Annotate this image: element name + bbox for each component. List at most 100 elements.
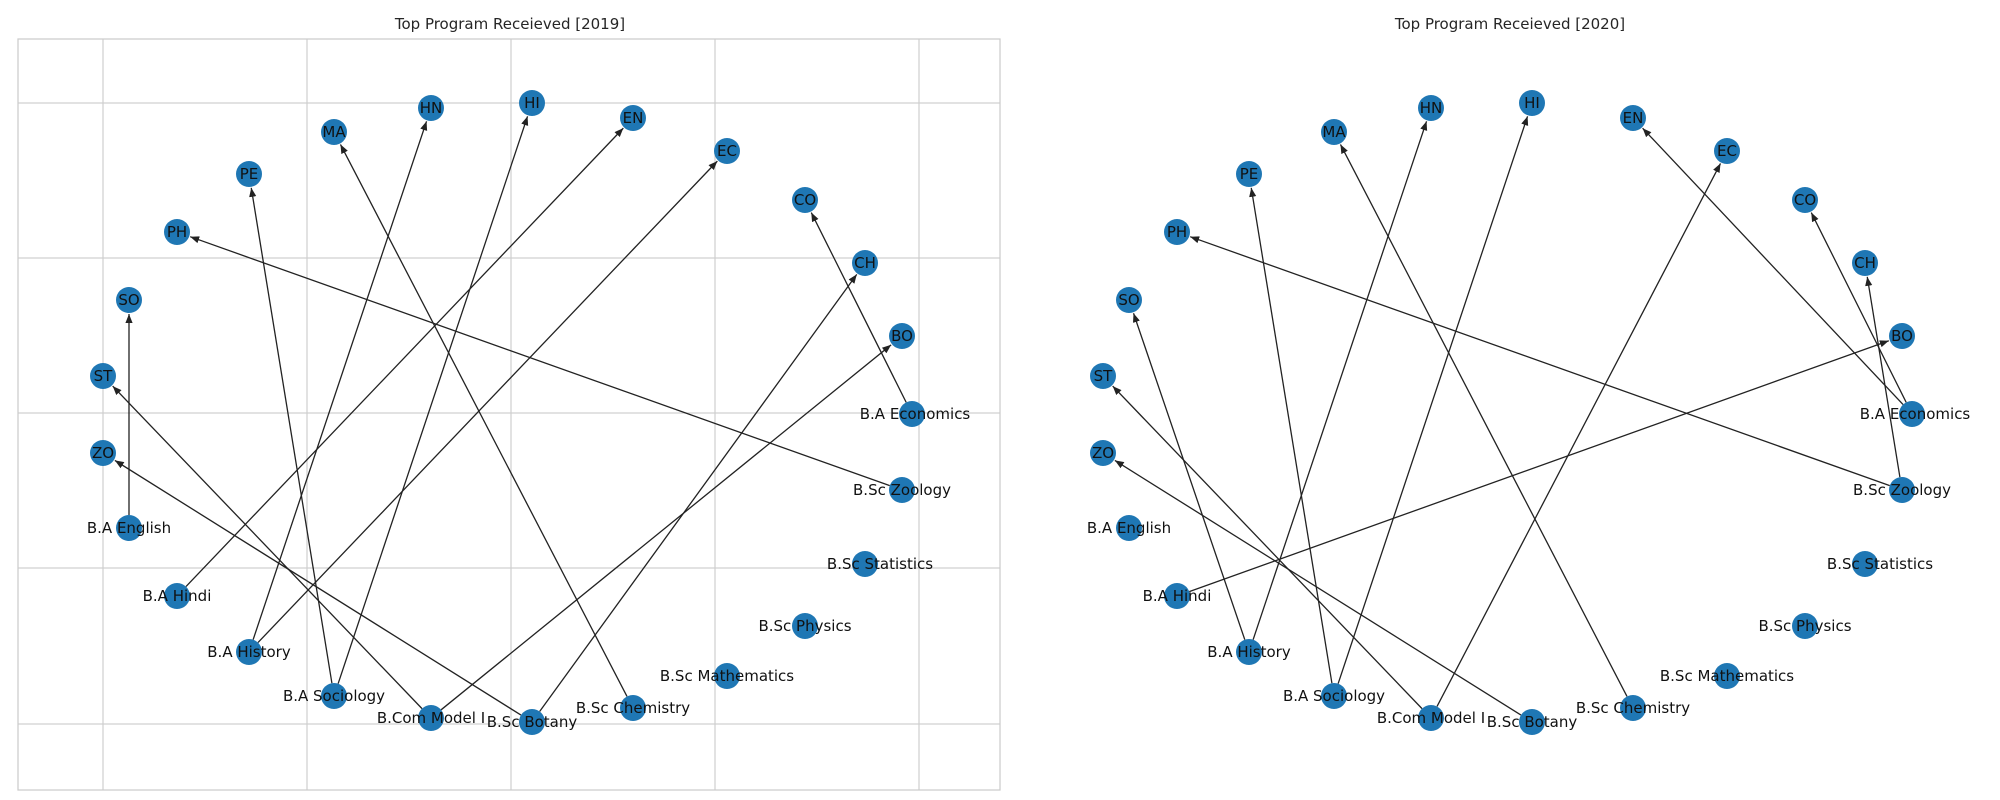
node-label: B.Sc Statistics [1827,555,1933,573]
node-circle [519,90,545,116]
node-b-sc-statistics: B.Sc Statistics [827,551,933,577]
node-circle [1116,515,1142,541]
edge-b-com-model-i-to-bo [440,344,892,711]
node-label: B.A English [1087,519,1171,537]
node-label: B.A English [87,519,171,537]
node-circle [792,613,818,639]
node-circle [418,705,444,731]
node-en: EN [620,105,646,131]
node-b-sc-zoology: B.Sc Zoology [1853,477,1951,503]
node-circle [519,709,545,735]
node-ch: CH [1852,250,1878,276]
node-circle [164,219,190,245]
node-circle [1889,323,1915,349]
node-label: HI [1524,94,1540,112]
node-label: B.A Economics [860,405,971,423]
edge-b-a-history-to-so [1132,313,1246,640]
node-label: B.Sc Mathematics [1660,667,1794,685]
node-pe: PE [1236,161,1262,187]
node-co: CO [1792,187,1818,213]
node-label: B.A Sociology [1283,687,1385,705]
edge-b-a-history-to-hn [252,121,428,640]
node-ph: PH [1164,219,1190,245]
edge-b-a-economics-to-co [810,212,907,403]
node-circle [1519,90,1545,116]
node-label: BO [1891,327,1913,345]
node-circle [1852,551,1878,577]
edge-b-a-economics-to-co [1810,212,1907,403]
edge-b-a-hindi-to-en [185,127,624,588]
node-label: EC [717,142,737,160]
node-label: ZO [92,444,114,462]
node-circle [90,363,116,389]
edge-b-sc-chemistry-to-ma [339,144,628,697]
node-label: EN [623,109,644,127]
node-label: B.A Hindi [1143,587,1212,605]
node-label: CH [1854,254,1876,272]
node-label: B.Sc Zoology [1853,481,1951,499]
node-label: HN [1420,99,1443,117]
node-circle [889,477,915,503]
node-label: PE [240,165,259,183]
node-circle [1321,119,1347,145]
node-pe: PE [236,161,262,187]
edge-b-a-history-to-hn [1252,121,1428,640]
node-bo: BO [889,323,915,349]
node-label: B.Sc Chemistry [1576,699,1690,717]
node-b-a-economics: B.A Economics [860,401,971,427]
node-circle [1164,583,1190,609]
node-label: HN [420,99,443,117]
edge-b-sc-zoology-to-ch [1865,276,1901,478]
edges-2020 [1112,116,1907,716]
node-b-com-model-i: B.Com Model I [377,705,485,731]
node-label: B.A Economics [1860,405,1971,423]
panel-2019: Top Program Receieved [2019] B.A Economi… [17,15,1001,791]
node-circle [236,161,262,187]
node-label: PH [167,223,187,241]
gridlines-2019 [18,39,1000,790]
node-label: CH [854,254,876,272]
node-b-a-history: B.A History [207,639,291,665]
node-circle [620,105,646,131]
node-label: B.A Sociology [283,687,385,705]
node-b-a-hindi: B.A Hindi [143,583,212,609]
node-b-a-sociology: B.A Sociology [283,683,385,709]
node-label: BO [891,327,913,345]
edge-b-a-sociology-to-hi [337,116,529,684]
node-circle [852,250,878,276]
edge-b-a-economics-to-en [1642,127,1904,405]
edge-b-sc-zoology-to-ph [189,236,890,487]
node-label: B.A Hindi [143,587,212,605]
node-b-sc-botany: B.Sc Botany [487,709,577,735]
node-hn: HN [1418,95,1444,121]
node-b-sc-chemistry: B.Sc Chemistry [576,695,690,721]
node-label: B.Sc Physics [758,617,851,635]
edge-b-sc-botany-to-zo [1114,459,1522,716]
node-bo: BO [1889,323,1915,349]
node-circle [1899,401,1925,427]
node-so: SO [116,287,142,313]
node-label: MA [322,123,346,141]
node-b-sc-physics: B.Sc Physics [1758,613,1852,639]
node-b-sc-mathematics: B.Sc Mathematics [660,663,794,689]
node-label: B.Sc Chemistry [576,699,690,717]
node-circle [1792,187,1818,213]
node-circle [714,138,740,164]
node-b-sc-physics: B.Sc Physics [758,613,852,639]
node-ph: PH [164,219,190,245]
node-ma: MA [1321,119,1347,145]
node-label: B.A History [1207,643,1291,661]
node-circle [1236,639,1262,665]
node-b-a-economics: B.A Economics [1860,401,1971,427]
node-ec: EC [1714,138,1740,164]
node-b-sc-chemistry: B.Sc Chemistry [1576,695,1690,721]
node-circle [116,515,142,541]
node-circle [1714,138,1740,164]
node-circle [899,401,925,427]
node-circle [321,683,347,709]
node-so: SO [1116,287,1142,313]
node-circle [1889,477,1915,503]
edge-b-a-sociology-to-hi [1337,116,1529,684]
node-circle [1519,709,1545,735]
node-circle [1620,695,1646,721]
